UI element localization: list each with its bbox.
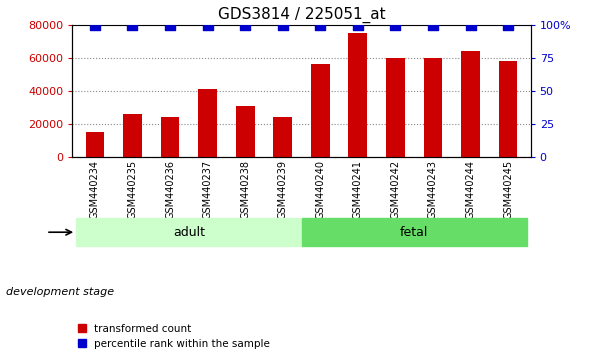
Text: adult: adult: [173, 226, 205, 239]
Text: GSM440236: GSM440236: [165, 160, 175, 219]
Point: [203, 22, 212, 28]
Text: development stage: development stage: [6, 287, 114, 297]
Point: [428, 22, 438, 28]
Text: GSM440242: GSM440242: [390, 160, 400, 219]
Text: GSM440244: GSM440244: [466, 160, 476, 219]
Bar: [311, 64, 330, 157]
Bar: [386, 58, 405, 157]
Point: [241, 22, 250, 28]
Point: [315, 22, 325, 28]
Title: GDS3814 / 225051_at: GDS3814 / 225051_at: [218, 7, 385, 23]
Point: [504, 22, 513, 28]
Text: fetal: fetal: [400, 226, 428, 239]
Bar: [198, 89, 217, 157]
Bar: [76, 218, 302, 246]
Text: GSM440235: GSM440235: [127, 160, 137, 219]
Text: GSM440237: GSM440237: [203, 160, 213, 219]
Bar: [86, 132, 104, 157]
Text: GSM440239: GSM440239: [278, 160, 288, 219]
Bar: [423, 58, 443, 157]
Point: [90, 22, 99, 28]
Text: GSM440243: GSM440243: [428, 160, 438, 219]
Legend: transformed count, percentile rank within the sample: transformed count, percentile rank withi…: [78, 324, 270, 349]
Point: [391, 22, 400, 28]
Bar: [349, 33, 367, 157]
Text: GSM440240: GSM440240: [315, 160, 325, 219]
Text: GSM440238: GSM440238: [240, 160, 250, 219]
Bar: [499, 61, 517, 157]
Point: [165, 22, 175, 28]
Point: [128, 22, 137, 28]
Point: [353, 22, 362, 28]
Bar: [123, 114, 142, 157]
Text: GSM440241: GSM440241: [353, 160, 363, 219]
Bar: [160, 117, 180, 157]
Bar: [461, 51, 480, 157]
Point: [466, 22, 475, 28]
Text: GSM440234: GSM440234: [90, 160, 100, 219]
Point: [278, 22, 288, 28]
Bar: [273, 117, 292, 157]
Bar: [302, 218, 527, 246]
Bar: [236, 105, 254, 157]
Text: GSM440245: GSM440245: [503, 160, 513, 219]
